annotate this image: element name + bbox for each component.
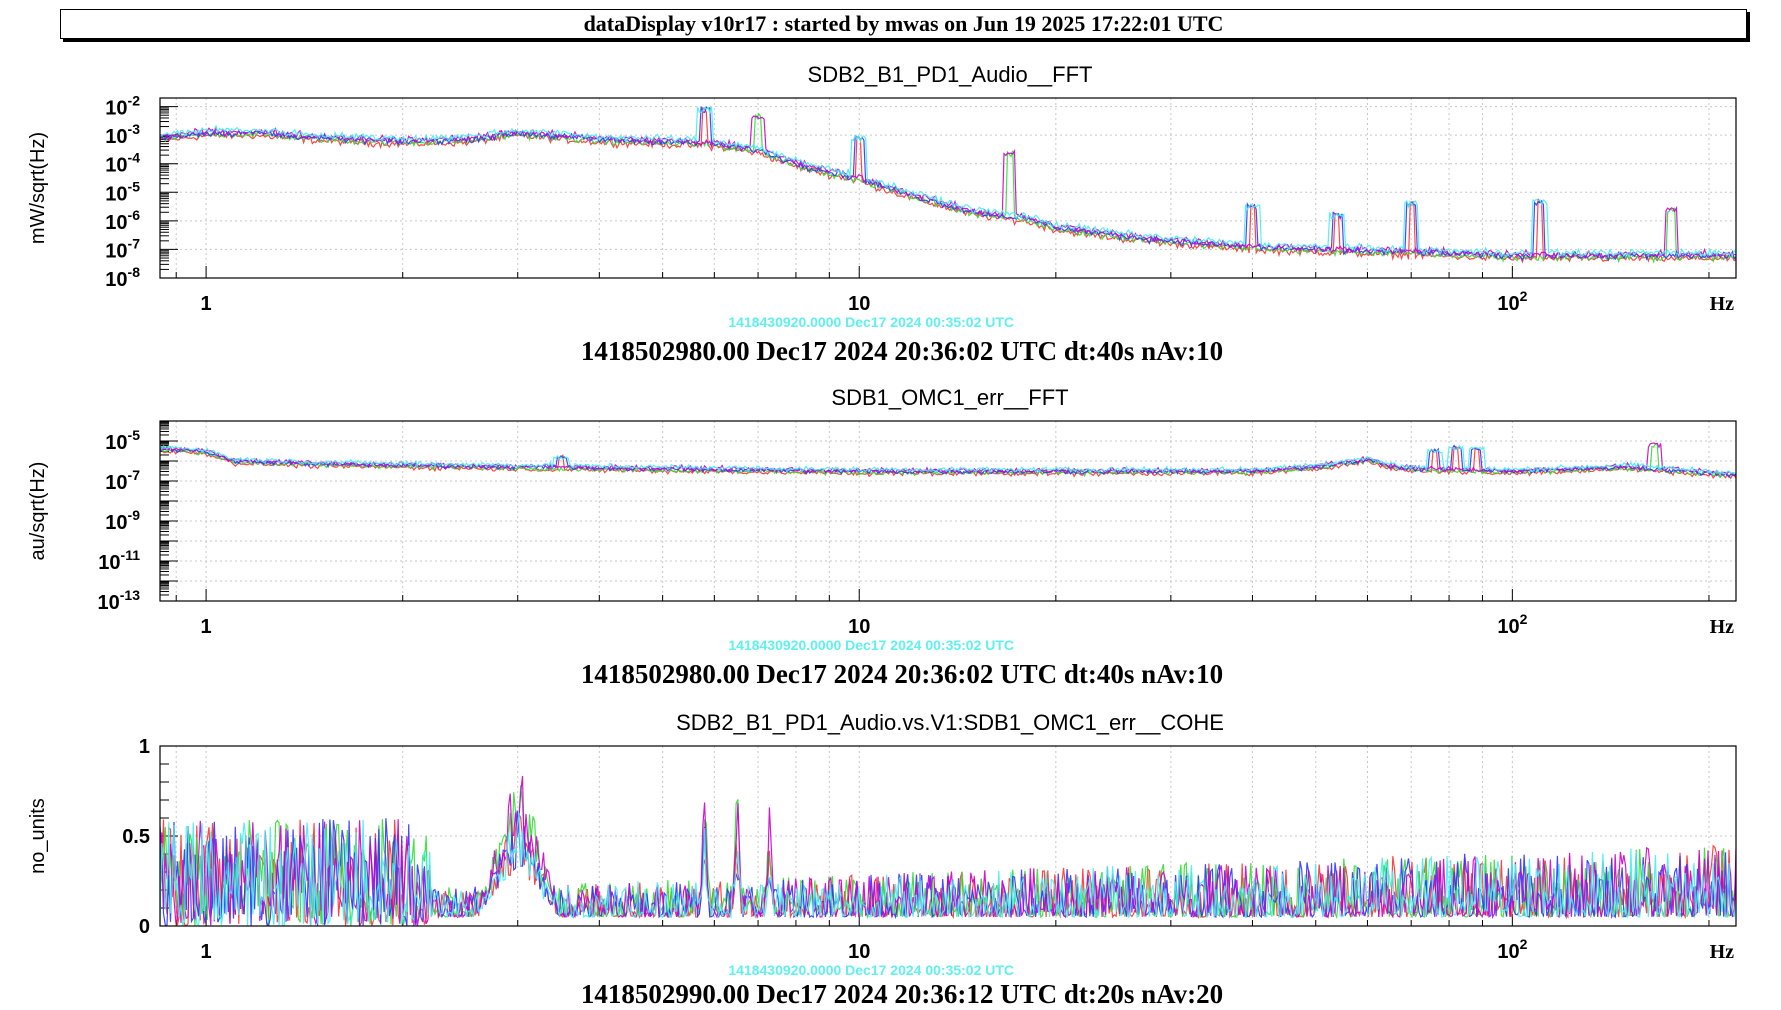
x-tick-label: 102 (1497, 936, 1527, 963)
series-5-trace (160, 813, 1736, 926)
series-5-trace (160, 106, 1736, 259)
y-axis-label: au/sqrt(Hz) (27, 462, 49, 561)
y-tick-label: 10-6 (105, 207, 140, 234)
series-1-trace (160, 106, 1736, 264)
plot-frame (159, 97, 1737, 279)
y-tick-label: 10-2 (105, 93, 140, 120)
y-tick-label: 10-7 (105, 235, 140, 262)
series-5-trace (160, 444, 1736, 475)
y-tick-label: 10-11 (98, 547, 140, 574)
y-tick-label: 10-5 (105, 427, 140, 454)
time-stamp-label: 1418502980.00 Dec17 2024 20:36:02 UTC dt… (581, 336, 1223, 366)
x-unit-label: Hz (1710, 941, 1735, 963)
series-group (160, 776, 1736, 926)
reference-label: 1418430920.0000 Dec17 2024 00:35:02 UTC (728, 637, 1014, 653)
panel-title: SDB2_B1_PD1_Audio.vs.V1:SDB1_OMC1_err__C… (676, 710, 1224, 735)
y-axis-label: no_units (27, 798, 49, 874)
x-tick-label: 10 (848, 616, 870, 638)
panel-title: SDB1_OMC1_err__FFT (831, 385, 1068, 410)
y-tick-label: 10-9 (105, 507, 140, 534)
x-tick-label: 1 (201, 941, 212, 963)
y-axis-label: mW/sqrt(Hz) (27, 132, 49, 244)
plot-frame (159, 745, 1737, 927)
time-stamp-label: 1418502980.00 Dec17 2024 20:36:02 UTC dt… (581, 659, 1223, 689)
reference-label: 1418430920.0000 Dec17 2024 00:35:02 UTC (728, 962, 1014, 978)
x-unit-label: Hz (1710, 293, 1735, 315)
x-tick-label: 102 (1497, 611, 1527, 638)
chart-panel-1: SDB2_B1_PD1_Audio__FFTmW/sqrt(Hz)10-210-… (27, 62, 1737, 366)
plot-area (160, 421, 1736, 601)
x-tick-label: 10 (848, 941, 870, 963)
y-tick-label: 10-13 (98, 587, 141, 614)
y-tick-label: 10-8 (105, 264, 140, 291)
header-title: dataDisplay v10r17 : started by mwas on … (60, 9, 1747, 39)
y-tick-label: 10-7 (105, 467, 140, 494)
y-tick-label: 0 (139, 916, 150, 938)
time-stamp-label: 1418502990.00 Dec17 2024 20:36:12 UTC dt… (581, 979, 1223, 1009)
chart-panel-3: SDB2_B1_PD1_Audio.vs.V1:SDB1_OMC1_err__C… (27, 710, 1737, 1009)
panel-title: SDB2_B1_PD1_Audio__FFT (808, 62, 1093, 87)
series-group (160, 106, 1736, 264)
chart-panel-2: SDB1_OMC1_err__FFT au/sqrt(Hz) 10-5 10-7 10-… (27, 385, 1737, 689)
y-tick-label: 10-5 (105, 178, 140, 205)
x-unit-label: Hz (1710, 616, 1735, 638)
y-tick-label: 10-3 (105, 121, 140, 148)
y-tick-label: 0.5 (122, 826, 150, 848)
x-tick-label: 1 (201, 293, 212, 315)
x-tick-label: 1 (201, 616, 212, 638)
plot-area (160, 98, 1736, 278)
y-tick-label: 1 (139, 736, 150, 758)
x-tick-label: 10 (848, 293, 870, 315)
plot-frame (159, 420, 1737, 602)
reference-label: 1418430920.0000 Dec17 2024 00:35:02 UTC (728, 314, 1014, 330)
y-tick-label: 10-4 (105, 150, 140, 177)
x-tick-label: 102 (1497, 288, 1527, 315)
series-group (160, 442, 1736, 480)
